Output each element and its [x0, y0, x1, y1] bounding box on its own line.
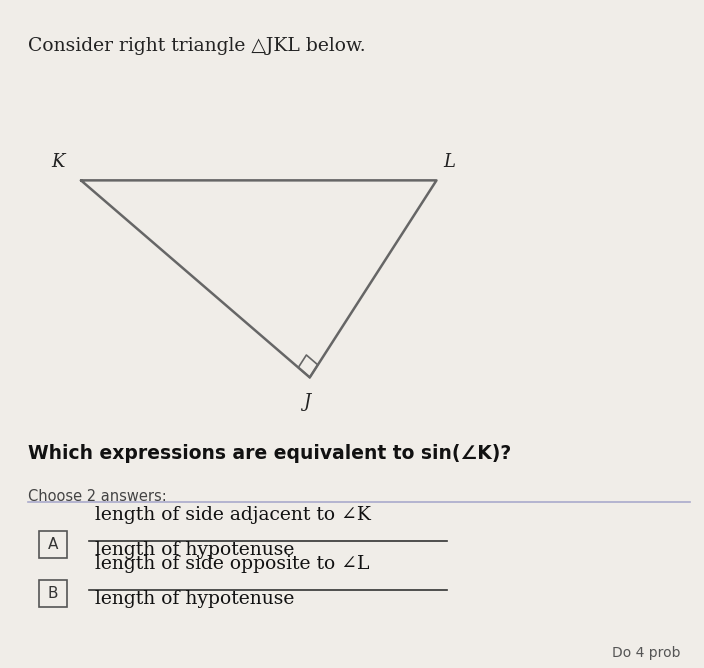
Text: Which expressions are equivalent to sin(∠K)?: Which expressions are equivalent to sin(…	[28, 444, 511, 463]
Text: length of side opposite to ∠L: length of side opposite to ∠L	[95, 555, 370, 573]
Text: L: L	[443, 153, 455, 170]
Text: A: A	[48, 537, 58, 552]
Text: length of hypotenuse: length of hypotenuse	[95, 541, 294, 559]
FancyBboxPatch shape	[39, 580, 67, 607]
Text: length of hypotenuse: length of hypotenuse	[95, 590, 294, 608]
Text: B: B	[48, 586, 58, 601]
Text: Choose 2 answers:: Choose 2 answers:	[28, 489, 167, 504]
Text: Do 4 prob: Do 4 prob	[612, 646, 681, 660]
FancyBboxPatch shape	[39, 531, 67, 558]
Text: Consider right triangle △JKL below.: Consider right triangle △JKL below.	[28, 37, 366, 55]
Text: K: K	[51, 153, 65, 170]
Text: length of side adjacent to ∠K: length of side adjacent to ∠K	[95, 506, 371, 524]
Text: J: J	[303, 393, 310, 411]
